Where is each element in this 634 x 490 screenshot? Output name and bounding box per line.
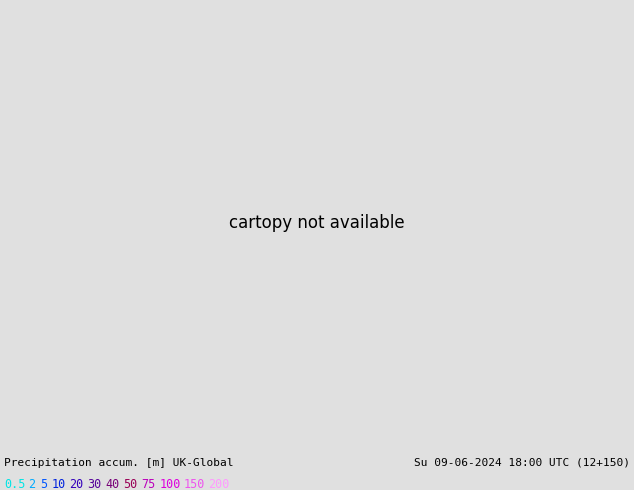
Text: 0.5: 0.5 bbox=[4, 478, 25, 490]
Text: 20: 20 bbox=[70, 478, 84, 490]
Text: Precipitation accum. [m] UK-Global: Precipitation accum. [m] UK-Global bbox=[4, 458, 233, 468]
Text: 5: 5 bbox=[40, 478, 47, 490]
Text: 40: 40 bbox=[105, 478, 120, 490]
Text: 75: 75 bbox=[141, 478, 156, 490]
Text: Su 09-06-2024 18:00 UTC (12+150): Su 09-06-2024 18:00 UTC (12+150) bbox=[414, 458, 630, 468]
Text: 100: 100 bbox=[160, 478, 181, 490]
Text: 2: 2 bbox=[29, 478, 36, 490]
Text: 30: 30 bbox=[87, 478, 101, 490]
Text: 150: 150 bbox=[184, 478, 205, 490]
Text: 50: 50 bbox=[124, 478, 138, 490]
Text: cartopy not available: cartopy not available bbox=[229, 214, 405, 232]
Text: 200: 200 bbox=[209, 478, 230, 490]
Text: 10: 10 bbox=[51, 478, 66, 490]
